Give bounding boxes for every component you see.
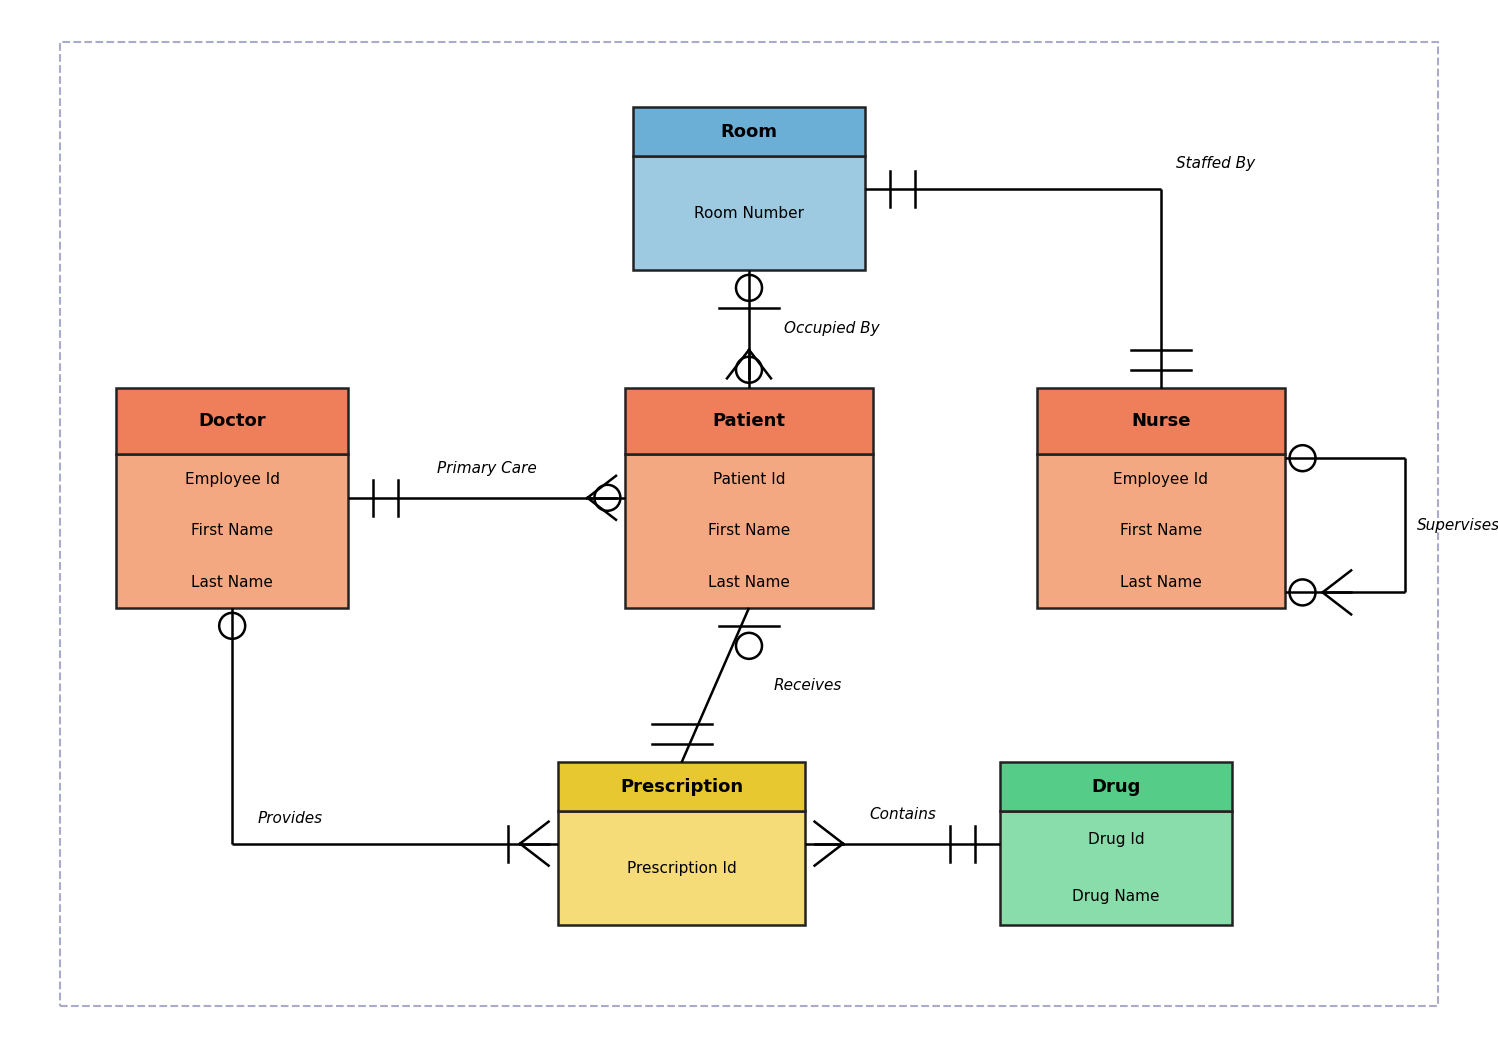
Bar xyxy=(1001,811,1231,925)
Text: Employee Id: Employee Id xyxy=(1113,472,1209,487)
Text: Drug Name: Drug Name xyxy=(1073,889,1159,904)
Text: Prescription: Prescription xyxy=(620,778,743,795)
Text: Occupied By: Occupied By xyxy=(783,322,879,336)
Text: Nurse: Nurse xyxy=(1131,412,1191,430)
Bar xyxy=(1001,763,1231,811)
Text: Patient Id: Patient Id xyxy=(713,472,785,487)
Text: Last Name: Last Name xyxy=(709,574,789,590)
Text: Supervises: Supervises xyxy=(1417,519,1498,533)
Bar xyxy=(1038,388,1285,454)
Text: Last Name: Last Name xyxy=(192,574,273,590)
Text: First Name: First Name xyxy=(192,523,273,539)
Text: Doctor: Doctor xyxy=(198,412,267,430)
Text: Drug: Drug xyxy=(1092,778,1140,795)
Text: Room: Room xyxy=(721,123,777,140)
Bar xyxy=(1038,454,1285,608)
Text: Drug Id: Drug Id xyxy=(1088,832,1144,847)
Bar xyxy=(634,108,866,156)
Bar xyxy=(626,454,872,608)
Bar xyxy=(557,811,806,925)
Bar xyxy=(634,156,866,270)
Text: Provides: Provides xyxy=(258,811,322,826)
Text: Last Name: Last Name xyxy=(1121,574,1201,590)
Bar xyxy=(117,388,348,454)
Bar xyxy=(626,388,872,454)
Bar xyxy=(557,763,806,811)
Bar xyxy=(117,454,348,608)
Text: Room Number: Room Number xyxy=(694,205,804,220)
Text: Employee Id: Employee Id xyxy=(184,472,280,487)
Text: Staffed By: Staffed By xyxy=(1176,156,1255,171)
Text: Contains: Contains xyxy=(869,807,936,822)
Text: First Name: First Name xyxy=(1121,523,1201,539)
Text: Patient: Patient xyxy=(713,412,785,430)
Text: Prescription Id: Prescription Id xyxy=(626,860,737,875)
Text: First Name: First Name xyxy=(709,523,789,539)
Text: Receives: Receives xyxy=(774,678,842,693)
Text: Primary Care: Primary Care xyxy=(437,461,536,476)
